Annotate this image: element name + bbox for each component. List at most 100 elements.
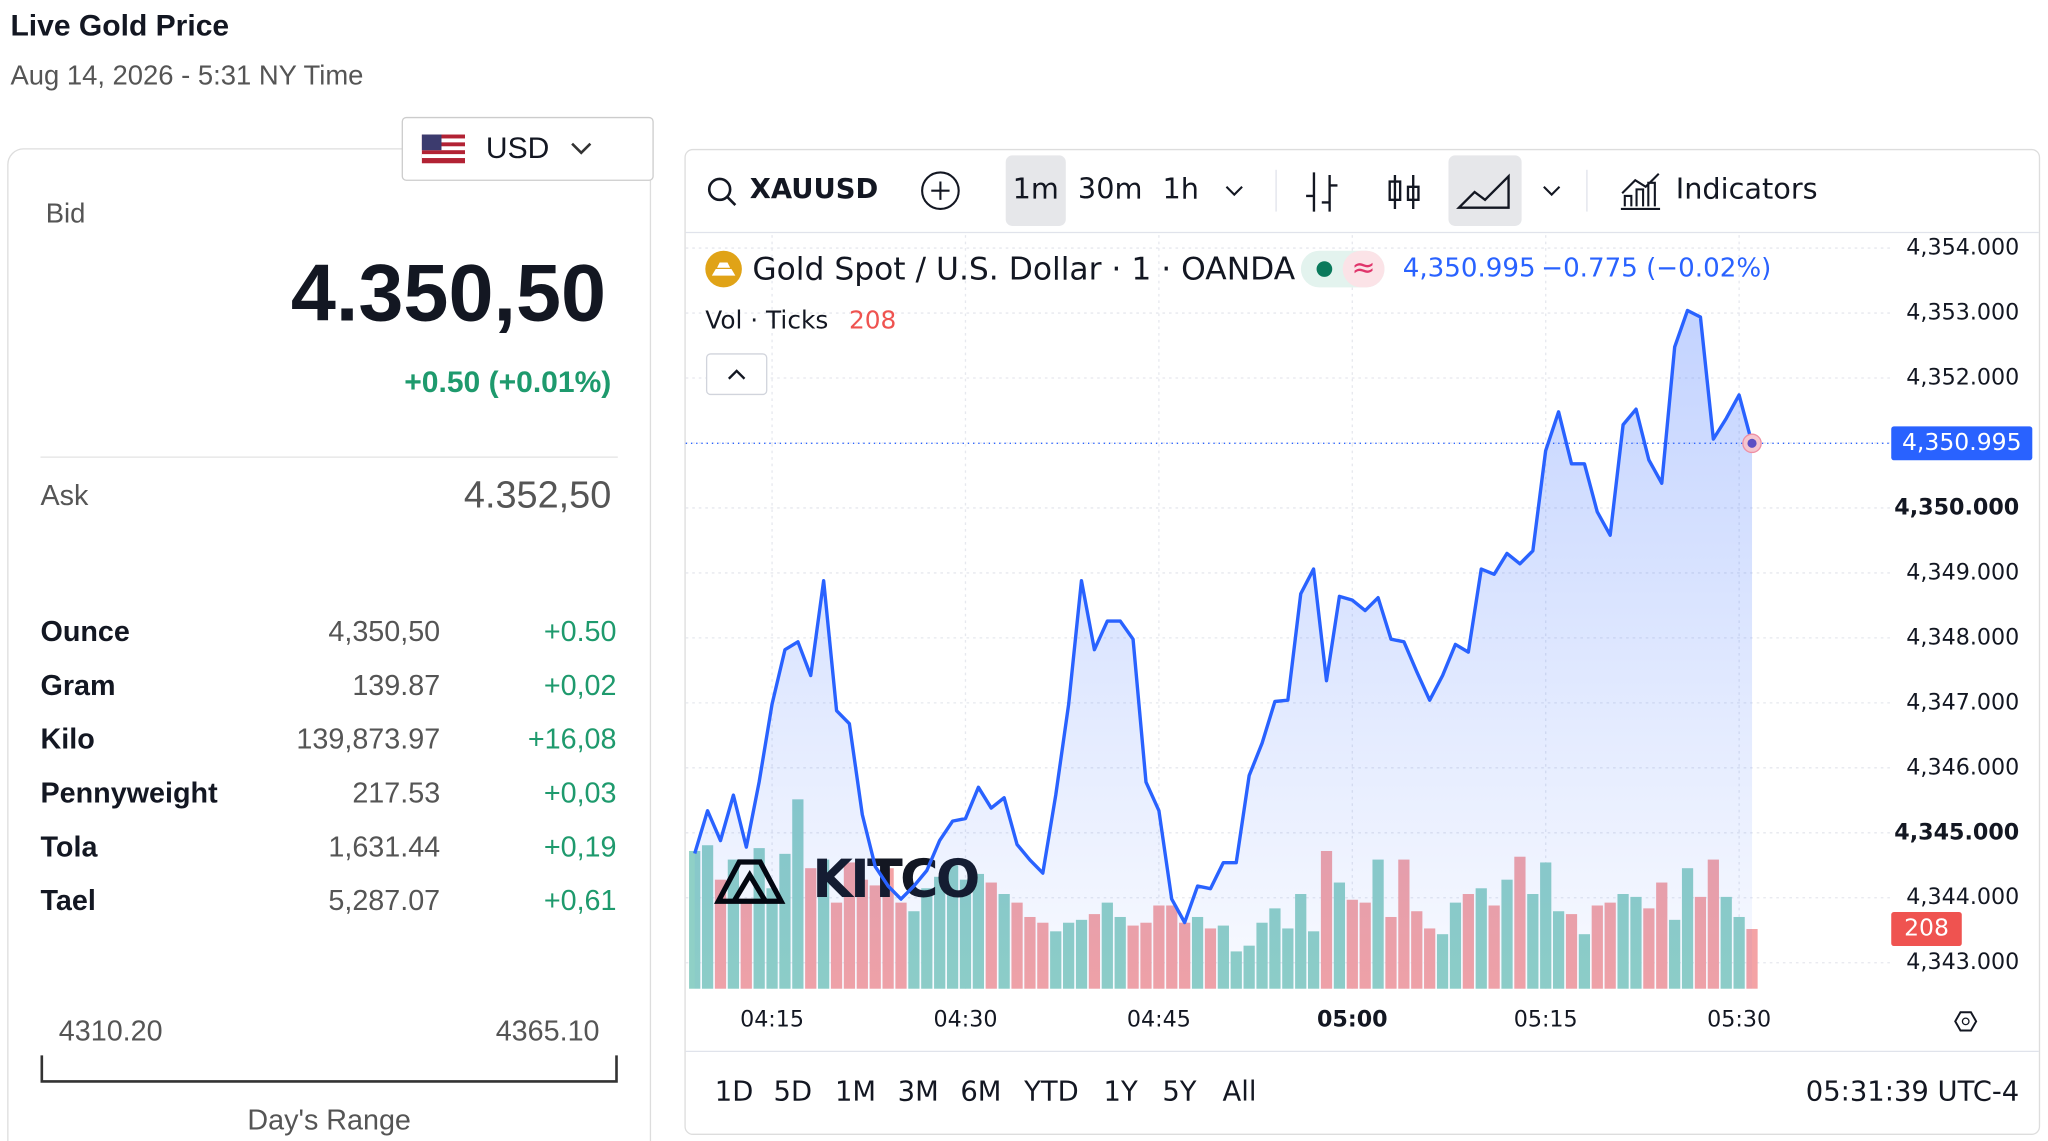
status-dot: [1316, 261, 1333, 277]
range-button[interactable]: YTD: [1023, 1077, 1079, 1108]
unit-change: +0,02: [544, 670, 617, 702]
unit-price: 217.53: [352, 777, 440, 809]
symbol-search[interactable]: XAUUSD: [707, 174, 879, 206]
interval[interactable]: 1h: [1162, 172, 1198, 206]
plus-icon: [931, 181, 950, 200]
currency-box[interactable]: [401, 116, 654, 181]
volume-bar: [1746, 929, 1758, 989]
change: +0.50 (+0.01%): [404, 366, 611, 399]
subtitle: Aug 14, 2026 - 5:31 NY Time: [10, 59, 363, 90]
y-tick-label: 4,344.000: [1906, 884, 2019, 910]
unit-price: 139.87: [352, 670, 440, 702]
plus-icon[interactable]: [921, 171, 960, 211]
title: Live Gold Price: [10, 9, 229, 42]
area-icon: [1456, 173, 1510, 209]
volume-badge-label: 208: [1904, 914, 1949, 942]
compare[interactable]: [921, 171, 960, 211]
y-tick-label: 4,349.000: [1906, 559, 2019, 585]
y-tick-label: 4,345.000: [1894, 819, 2019, 845]
quote-card: [7, 148, 652, 1141]
y-tick-label: 4,352.000: [1906, 365, 2019, 391]
intervals: 1m 30m 1h: [1013, 172, 1199, 206]
unit-change: +0,03: [544, 777, 617, 809]
range-button[interactable]: 1D: [715, 1077, 754, 1108]
interval-active: [1005, 155, 1066, 226]
unit-name: Ounce: [41, 616, 130, 648]
area: [694, 310, 1753, 989]
chart-type-active[interactable]: [1448, 155, 1522, 226]
unit-name: Kilo: [41, 724, 95, 756]
y-tick-label: 4,347.000: [1906, 689, 2019, 715]
last-point-dot: [1747, 438, 1757, 448]
chevron[interactable]: [1543, 186, 1561, 197]
unit-change: +16,08: [528, 724, 617, 756]
unit-name: Tola: [41, 831, 99, 863]
unit-price: 1,631.44: [328, 831, 440, 863]
settings-icon[interactable]: [1954, 1011, 1978, 1032]
bid: 4.350,50: [291, 248, 606, 338]
range-button[interactable]: 1Y: [1104, 1077, 1138, 1108]
range-bar: [40, 1055, 618, 1083]
unit-change: +0,19: [544, 831, 617, 863]
settings-icon: [1961, 1017, 1970, 1026]
ask-label: Ask: [41, 480, 90, 512]
x-tick-label: 05:15: [1514, 1007, 1578, 1033]
range-label: Day's Range: [247, 1105, 411, 1137]
gold-icon-bars: [711, 262, 736, 276]
unit-change: +0,61: [544, 885, 617, 917]
range-button[interactable]: 3M: [898, 1077, 939, 1108]
y-tick-label: 4,343.000: [1906, 949, 2019, 975]
interval[interactable]: 30m: [1078, 172, 1143, 206]
x-tick-label: 04:15: [740, 1007, 804, 1033]
volume-bar: [689, 850, 701, 989]
range-button[interactable]: 5D: [774, 1077, 813, 1108]
status-pill-b: [1342, 250, 1385, 288]
x-tick-label: 04:45: [1127, 1007, 1191, 1033]
collapse-button[interactable]: [705, 353, 768, 396]
currency: USD: [486, 132, 549, 165]
range-button[interactable]: 1M: [835, 1077, 876, 1108]
unit-name: Tael: [41, 885, 96, 917]
legend-change: −0.775 (−0.02%): [1541, 254, 1771, 284]
legend-price: 4,350.995: [1403, 254, 1536, 284]
symbol-title: Gold Spot / U.S. Dollar · 1 · OANDA: [752, 251, 1295, 287]
indicators[interactable]: Indicators: [1676, 172, 1818, 206]
range-button[interactable]: All: [1223, 1077, 1257, 1108]
bid-label: Bid: [46, 198, 86, 229]
unit-price: 5,287.07: [328, 885, 440, 917]
indicators-icon[interactable]: [1620, 172, 1661, 211]
collapse-icon: [727, 369, 746, 380]
unit-name: Gram: [41, 670, 116, 702]
volume-legend: Vol · Ticks: [705, 305, 828, 334]
flag-stripe: [421, 154, 465, 159]
range-button[interactable]: 5Y: [1162, 1077, 1196, 1108]
clock: 05:31:39 UTC-4: [1806, 1077, 2019, 1108]
flag-stripe: [421, 138, 465, 143]
y-tick-label: 4,348.000: [1906, 624, 2019, 650]
price-badge: [1891, 426, 2033, 461]
unit-name: Pennyweight: [41, 777, 219, 809]
flag-canton: [421, 134, 442, 151]
x-tick-label: 05:00: [1317, 1007, 1388, 1033]
volume-badge: [1891, 912, 1962, 947]
price-badge-label: 4,350.995: [1902, 428, 2022, 456]
chevron[interactable]: [1225, 186, 1243, 197]
range-low: 4310.20: [59, 1016, 163, 1048]
x-tick-label: 05:30: [1707, 1007, 1771, 1033]
candles-icon[interactable]: [1388, 175, 1420, 209]
unit-price: 139,873.97: [296, 724, 440, 756]
unit-price: 4,350,50: [328, 616, 440, 648]
range-button[interactable]: 6M: [960, 1077, 1001, 1108]
ask: 4.352,50: [464, 475, 611, 517]
price-line: [693, 308, 1754, 925]
symbol[interactable]: XAUUSD: [750, 174, 879, 205]
x-tick-label: 04:30: [933, 1007, 997, 1033]
flag-stripe: [421, 146, 465, 151]
y-tick-label: 4,346.000: [1906, 754, 2019, 780]
currency-select[interactable]: USD: [401, 116, 654, 181]
ranges: 1D 5D 1M 3M 6M YTD 1Y 5Y All: [715, 1077, 1257, 1108]
chevron: [571, 142, 592, 155]
bars-icon[interactable]: [1306, 172, 1338, 212]
interval[interactable]: 1m: [1013, 172, 1059, 206]
